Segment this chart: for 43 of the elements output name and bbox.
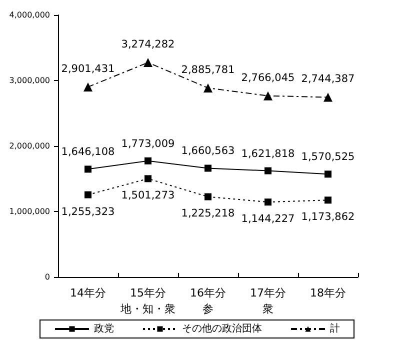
point bbox=[204, 83, 212, 92]
point bbox=[204, 164, 212, 172]
data-label: 1,646,108 bbox=[61, 146, 115, 158]
legend-label: 政党 bbox=[94, 322, 114, 334]
y-tick-label: 0 bbox=[44, 272, 50, 282]
point bbox=[324, 170, 332, 178]
point bbox=[264, 91, 272, 100]
data-label: 2,901,431 bbox=[61, 62, 115, 75]
x-tick-label: 18年分 bbox=[310, 286, 346, 300]
x-tick-label: 14年分 bbox=[70, 286, 106, 300]
data-label: 1,144,227 bbox=[241, 213, 295, 226]
data-label: 2,744,387 bbox=[301, 73, 355, 86]
x-tick-label: 15年分地・知・衆 bbox=[120, 286, 176, 316]
data-label: 1,225,218 bbox=[181, 208, 235, 220]
data-label: 1,660,563 bbox=[181, 145, 235, 158]
data-label: 1,501,273 bbox=[121, 190, 175, 202]
data-label: 2,766,045 bbox=[241, 72, 295, 84]
data-label: 3,274,282 bbox=[121, 38, 175, 51]
point bbox=[84, 191, 92, 198]
legend-label: 計 bbox=[330, 322, 340, 334]
point bbox=[144, 157, 152, 164]
point bbox=[324, 196, 332, 204]
point bbox=[264, 198, 272, 206]
point bbox=[144, 175, 152, 182]
x-tick-label: 17年分衆 bbox=[250, 286, 286, 316]
point bbox=[204, 193, 212, 200]
y-tick-label: 1,000,000 bbox=[9, 207, 50, 216]
data-label: 2,885,781 bbox=[181, 64, 235, 76]
data-label: 1,570,525 bbox=[301, 151, 355, 164]
legend-label: その他の政治団体 bbox=[182, 322, 262, 334]
data-label: 1,773,009 bbox=[121, 138, 175, 150]
y-tick-label: 2,000,000 bbox=[9, 142, 50, 150]
point bbox=[264, 167, 272, 174]
point bbox=[324, 92, 332, 102]
point bbox=[144, 58, 152, 68]
point bbox=[84, 82, 92, 92]
point bbox=[84, 166, 92, 173]
y-tick-label: 4,000,000 bbox=[9, 10, 50, 20]
data-label: 1,173,862 bbox=[301, 211, 355, 224]
data-label: 1,621,818 bbox=[241, 148, 295, 160]
x-tick-label: 16年分参 bbox=[190, 286, 226, 316]
y-tick-label: 3,000,000 bbox=[9, 76, 50, 85]
data-label: 1,255,323 bbox=[61, 206, 115, 218]
